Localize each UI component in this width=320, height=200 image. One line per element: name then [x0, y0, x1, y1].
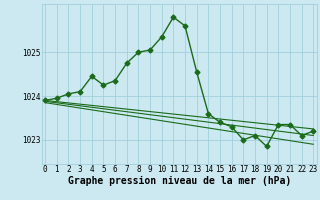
- X-axis label: Graphe pression niveau de la mer (hPa): Graphe pression niveau de la mer (hPa): [68, 176, 291, 186]
